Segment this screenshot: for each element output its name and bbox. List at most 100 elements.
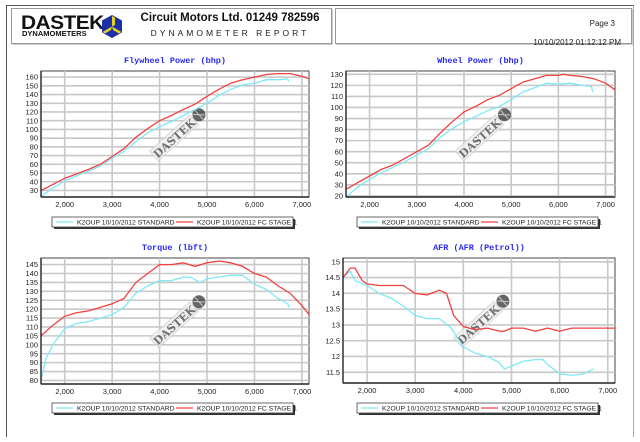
y-tick-label: 105 xyxy=(25,331,38,340)
series-line-standard xyxy=(343,270,594,377)
y-tick-label: 13.5 xyxy=(325,305,340,314)
legend-label: K2OUP 10/10/2012 FC STAGE 1 xyxy=(502,220,602,227)
legend-box xyxy=(51,216,294,228)
y-tick-label: 130 xyxy=(330,70,343,79)
y-tick-label: 40 xyxy=(30,177,38,186)
chart-panel-0: Flywheel Power (bhp) 30405060708090100110… xyxy=(25,56,311,229)
y-tick-label: 100 xyxy=(25,125,38,134)
y-tick-label: 90 xyxy=(335,114,343,123)
y-tick-label: 120 xyxy=(25,305,38,314)
x-tick-label: 6,000 xyxy=(245,387,264,396)
y-tick-label: 140 xyxy=(25,90,38,99)
y-tick-label: 14.5 xyxy=(325,273,340,282)
legend-box xyxy=(356,402,599,414)
watermark-plate xyxy=(148,301,200,349)
watermark-plate xyxy=(454,114,505,162)
y-tick-label: 12 xyxy=(332,352,340,361)
y-tick-label: 110 xyxy=(331,92,343,101)
y-tick-label: 140 xyxy=(25,269,38,278)
y-tick-label: 12.5 xyxy=(325,336,340,345)
chart-legend: K2OUP 10/10/2012 STANDARD K2OUP 10/10/201… xyxy=(51,402,297,415)
report-datetime: 10/10/2012 01:12:12 PM xyxy=(533,38,621,47)
y-tick-label: 130 xyxy=(25,287,38,296)
y-tick-label: 110 xyxy=(26,116,38,125)
y-tick-label: 95 xyxy=(30,349,38,358)
chart-legend: K2OUP 10/10/2012 STANDARD K2OUP 10/10/201… xyxy=(356,402,602,415)
page-number: Page 3 xyxy=(589,19,615,28)
chart-panel-3: AFR (AFR (Petrol)) 11.5 12 12.5 13 13.5 14 14.5… xyxy=(325,243,617,415)
watermark-ball-detail xyxy=(497,296,509,307)
legend-box xyxy=(51,402,294,414)
watermark-ball-detail xyxy=(193,109,205,120)
x-tick-label: 6,000 xyxy=(245,200,264,209)
y-tick-label: 70 xyxy=(30,151,38,160)
x-tick-label: 5,000 xyxy=(502,200,521,209)
chart-title: Flywheel Power (bhp) xyxy=(124,56,226,66)
x-tick-label: 5,000 xyxy=(198,387,217,396)
y-tick-label: 145 xyxy=(25,260,38,269)
watermark-ball-detail xyxy=(193,296,205,307)
x-tick-label: 4,000 xyxy=(454,386,473,395)
x-tick-label: 2,000 xyxy=(360,200,379,209)
logo-subtext: DYNAMOMETERS xyxy=(22,29,87,38)
chart-title: Wheel Power (bhp) xyxy=(437,56,524,66)
y-tick-label: 110 xyxy=(26,323,38,332)
chart-title: Torque (lbft) xyxy=(142,243,208,253)
series-line-stage1 xyxy=(41,72,309,192)
y-tick-label: 30 xyxy=(335,180,343,189)
x-tick-label: 4,000 xyxy=(150,200,169,209)
y-tick-label: 120 xyxy=(330,81,343,90)
series-line-stage1 xyxy=(41,260,309,337)
header-right-box: Page 3 10/10/2012 01:12:12 PM xyxy=(335,8,632,47)
legend-label: K2OUP 10/10/2012 FC STAGE 1 xyxy=(502,406,602,413)
legend-label: K2OUP 10/10/2012 STANDARD xyxy=(382,406,480,413)
y-tick-label: 15 xyxy=(332,257,340,266)
y-tick-label: 125 xyxy=(25,296,38,305)
legend-label: K2OUP 10/10/2012 FC STAGE 1 xyxy=(197,220,297,227)
y-tick-label: 70 xyxy=(335,136,343,145)
y-tick-label: 60 xyxy=(335,147,343,156)
legend-box xyxy=(356,216,599,228)
chart-legend: K2OUP 10/10/2012 STANDARD K2OUP 10/10/201… xyxy=(51,216,297,229)
chart-panel-1: Wheel Power (bhp) 20 30 40 50 60 70 80 90 100 110 1… xyxy=(330,56,616,229)
y-tick-label: 100 xyxy=(25,340,38,349)
watermark-ball-detail xyxy=(498,109,511,120)
series-line-standard xyxy=(346,82,594,197)
x-tick-label: 3,000 xyxy=(407,200,426,209)
y-tick-label: 14 xyxy=(332,289,340,298)
y-tick-label: 80 xyxy=(30,142,38,151)
y-tick-label: 135 xyxy=(25,278,38,287)
x-tick-label: 2,000 xyxy=(55,387,74,396)
y-tick-label: 80 xyxy=(30,376,38,385)
x-tick-label: 7,000 xyxy=(292,200,311,209)
x-tick-label: 5,000 xyxy=(198,200,217,209)
series-line-standard xyxy=(41,274,290,381)
y-tick-label: 160 xyxy=(25,73,38,82)
x-tick-label: 7,000 xyxy=(596,200,615,209)
y-tick-label: 150 xyxy=(25,81,38,90)
x-tick-label: 7,000 xyxy=(598,386,617,395)
x-tick-label: 2,000 xyxy=(358,386,377,395)
y-tick-label: 13 xyxy=(332,321,340,330)
y-tick-label: 50 xyxy=(335,158,343,167)
x-tick-label: 6,000 xyxy=(549,200,568,209)
chart-legend: K2OUP 10/10/2012 STANDARD K2OUP 10/10/201… xyxy=(356,216,602,229)
y-tick-label: 90 xyxy=(30,358,38,367)
x-tick-label: 2,000 xyxy=(55,200,74,209)
x-tick-label: 7,000 xyxy=(292,387,311,396)
y-tick-label: 40 xyxy=(335,169,343,178)
y-tick-label: 30 xyxy=(30,186,38,195)
y-tick-label: 60 xyxy=(30,160,38,169)
series-line-stage1 xyxy=(346,73,615,190)
logo-text: DASTEK xyxy=(21,13,104,34)
y-tick-label: 115 xyxy=(26,314,38,323)
header-left-box xyxy=(11,8,332,44)
y-tick-label: 100 xyxy=(330,103,343,112)
chart-title: AFR (AFR (Petrol)) xyxy=(433,243,525,253)
watermark-plate xyxy=(148,114,200,162)
x-tick-label: 5,000 xyxy=(502,386,521,395)
legend-label: K2OUP 10/10/2012 STANDARD xyxy=(77,220,175,227)
x-tick-label: 6,000 xyxy=(550,386,569,395)
y-tick-label: 20 xyxy=(335,191,343,200)
logo-cube-icon xyxy=(102,15,122,38)
